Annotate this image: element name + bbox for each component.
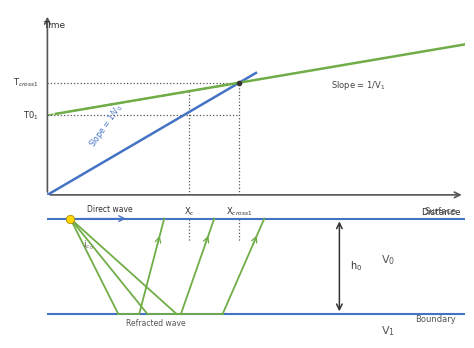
Text: T$_{cross1}$: T$_{cross1}$ xyxy=(13,77,39,89)
Text: Refracted wave: Refracted wave xyxy=(126,319,186,328)
Text: Boundary: Boundary xyxy=(415,315,456,324)
Text: h$_0$: h$_0$ xyxy=(350,260,362,273)
Text: X$_c$: X$_c$ xyxy=(184,206,195,218)
Text: Surface: Surface xyxy=(424,207,456,216)
Text: i$_{c_0}$: i$_{c_0}$ xyxy=(83,238,93,252)
Text: X$_{cross1}$: X$_{cross1}$ xyxy=(226,206,253,218)
Text: V$_1$: V$_1$ xyxy=(381,324,395,338)
Text: Direct wave: Direct wave xyxy=(87,205,133,214)
Text: Slope = 1/V$_1$: Slope = 1/V$_1$ xyxy=(331,79,386,92)
Text: T0$_1$: T0$_1$ xyxy=(23,109,39,121)
Text: V$_0$: V$_0$ xyxy=(381,253,395,267)
Text: Time: Time xyxy=(43,21,65,30)
Text: Slope = 1/V$_0$: Slope = 1/V$_0$ xyxy=(87,101,126,150)
Text: Distance: Distance xyxy=(421,207,460,216)
